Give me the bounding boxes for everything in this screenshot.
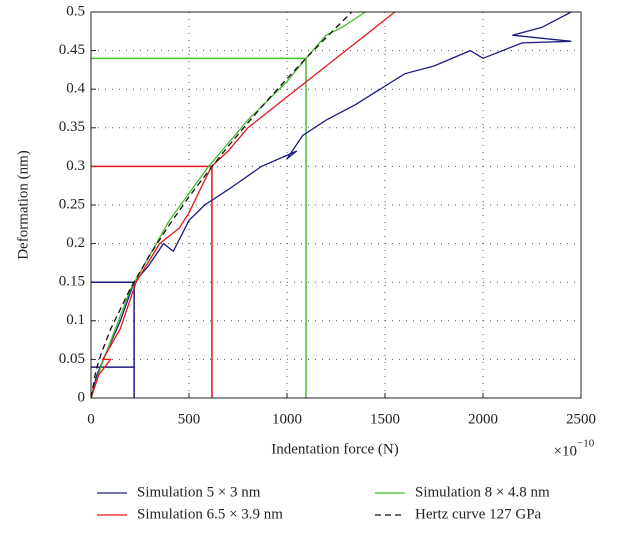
legend-label: Hertz curve 127 GPa <box>415 506 542 522</box>
x-tick-label: 2500 <box>566 411 596 427</box>
x-multiplier-exponent: −10 <box>577 438 595 450</box>
x-axis-label: Indentation force (N) <box>271 441 398 457</box>
plot-frame <box>90 11 582 399</box>
x-tick-label: 1500 <box>370 411 400 427</box>
y-tick-label: 0.35 <box>59 119 85 135</box>
x-tick-label: 2000 <box>468 411 498 427</box>
series-line <box>90 11 572 399</box>
y-tick-label: 0.25 <box>59 196 85 212</box>
y-tick-label: 0.45 <box>59 42 85 58</box>
y-tick-label: 0.3 <box>66 158 85 174</box>
x-multiplier: ×10 <box>554 443 577 459</box>
legend-label: Simulation 5 × 3 nm <box>137 484 261 500</box>
y-tick-label: 0.1 <box>66 312 85 328</box>
y-tick-label: 0.5 <box>66 3 85 19</box>
x-tick-label: 1000 <box>272 411 302 427</box>
x-tick-label: 500 <box>178 411 201 427</box>
y-axis-label: Deformation (nm) <box>15 150 31 260</box>
series-line <box>90 11 353 399</box>
y-tick-label: 0.05 <box>59 351 85 367</box>
y-tick-label: 0.15 <box>59 274 85 290</box>
series-line <box>90 11 366 399</box>
series-line <box>90 11 396 399</box>
y-tick-label: 0.2 <box>66 235 85 251</box>
legend-label: Simulation 8 × 4.8 nm <box>415 484 550 500</box>
y-tick-label: 0 <box>78 389 86 405</box>
y-tick-label: 0.4 <box>66 81 85 97</box>
x-tick-label: 0 <box>87 411 95 427</box>
legend-label: Simulation 6.5 × 3.9 nm <box>137 506 283 522</box>
